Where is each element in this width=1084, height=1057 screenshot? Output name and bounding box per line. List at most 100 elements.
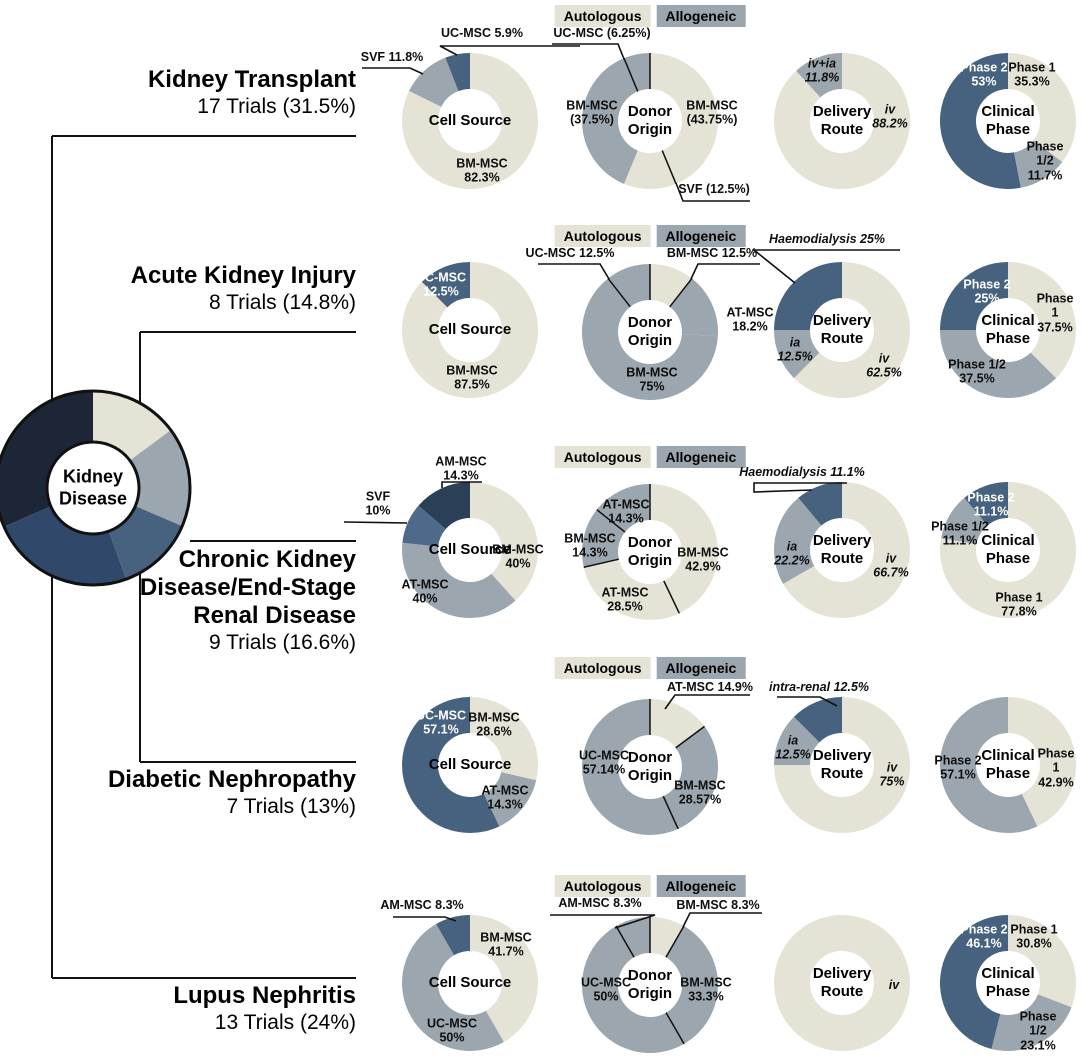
segment-divider-line — [663, 580, 681, 614]
donut-segment — [783, 482, 910, 619]
donut-center-label: Donor Origin — [627, 749, 673, 784]
donut-segment — [650, 264, 692, 307]
donut-center-label: Clinical Phase — [981, 965, 1035, 1000]
segment-label: AM-MSC 8.3% — [558, 895, 642, 910]
disease-trials: 9 Trials (16.6%) — [208, 631, 356, 654]
segment-label: Phase 1/2 11.1% — [931, 519, 989, 548]
segment-divider-line — [665, 1012, 685, 1045]
donut-center-label: Clinical Phase — [981, 747, 1035, 782]
callout-leader-line — [538, 263, 610, 280]
donut-segment — [669, 278, 718, 337]
donut-segment — [616, 917, 650, 958]
segment-label: iv 88.2% — [872, 102, 908, 131]
segment-label: Phase 1 42.9% — [1037, 746, 1075, 790]
segment-label: BM-MSC 28.6% — [468, 710, 520, 739]
row-header-acute-kidney-injury: Acute Kidney Injury 8 Trials (14.8%) — [0, 262, 356, 316]
donut-segment — [582, 278, 718, 400]
donut-center-label: Cell Source — [428, 974, 512, 991]
segment-label: AT-MSC 14.9% — [667, 679, 753, 694]
callout-leader-line — [664, 694, 750, 710]
donut-segment — [663, 726, 719, 829]
donut-segment — [774, 330, 820, 379]
segment-label: ia 22.2% — [774, 539, 810, 568]
segment-label: BM-MSC 28.57% — [674, 778, 726, 807]
legend-allogeneic: Allogeneic — [656, 225, 746, 247]
main-donut-hole — [45, 440, 141, 536]
disease-trials: 8 Trials (14.8%) — [208, 291, 356, 314]
segment-label: Phase 1 77.8% — [995, 590, 1043, 619]
donut-segment — [623, 150, 677, 189]
donut-segment — [941, 497, 988, 545]
donut-segment — [774, 915, 910, 1051]
segment-label: ia 12.5% — [777, 335, 813, 364]
segment-divider-line — [583, 558, 619, 568]
donut-segment — [1013, 140, 1063, 188]
segment-label: AM-MSC 14.3% — [435, 454, 487, 483]
row-header-chronic-kidney-disease: Chronic Kidney Disease/End-Stage Renal D… — [0, 546, 356, 656]
legend-allogeneic: Allogeneic — [656, 5, 746, 27]
donut-center-label: Delivery Route — [812, 312, 872, 347]
segment-label: BM-MSC (43.75%) — [686, 98, 738, 127]
segment-label: Phase 1 37.5% — [1036, 291, 1074, 335]
segment-label: BM-MSC 87.5% — [446, 363, 498, 392]
segment-divider-line — [615, 925, 635, 958]
segment-label: UC-MSC 12.5% — [416, 270, 466, 299]
segment-label: SVF 10% — [365, 489, 391, 518]
segment-label: AM-MSC 8.3% — [380, 897, 464, 912]
legend-autologous: Autologous — [554, 875, 651, 897]
segment-label: Haemodialysis 25% — [768, 231, 886, 246]
donor-origin-legend: Autologous Allogeneic — [554, 446, 746, 468]
segment-label: BM-MSC 75% — [626, 365, 678, 394]
donut-segment — [964, 482, 1008, 526]
callout-leader-line — [690, 263, 760, 280]
donut-center-label: Donor Origin — [627, 534, 673, 569]
donut-center-label: Delivery Route — [812, 532, 872, 567]
donut-segment — [1008, 262, 1076, 379]
donut-segment — [421, 262, 470, 308]
segment-label: UC-MSC (6.25%) — [553, 25, 651, 40]
donut-segment — [940, 262, 1008, 330]
segment-label: iv — [888, 977, 900, 992]
donut-center-label: Cell Source — [428, 321, 512, 338]
callout-leader-line — [777, 696, 838, 707]
donut-segment — [650, 917, 684, 958]
donor-origin-legend: Autologous Allogeneic — [554, 875, 746, 897]
donut-segment — [582, 58, 638, 184]
segment-label: iv 62.5% — [866, 351, 902, 380]
segment-label: UC-MSC 50% — [581, 975, 631, 1004]
segment-label: BM-MSC (37.5%) — [566, 98, 618, 127]
callout-leader-line — [362, 67, 424, 75]
segment-label: Phase 1 35.3% — [1008, 60, 1056, 89]
segment-divider-line — [596, 509, 626, 533]
donut-segment — [650, 484, 718, 614]
donut-segment — [483, 772, 537, 827]
segment-label: BM-MSC 82.3% — [456, 156, 508, 185]
donut-segment — [581, 926, 685, 1054]
donut-segment — [402, 697, 500, 833]
callout-leader-line — [550, 914, 656, 929]
segment-label: AT-MSC 40% — [401, 577, 449, 606]
segment-label: BM-MSC 12.5% — [666, 245, 758, 260]
segment-label: AT-MSC 14.3% — [602, 497, 650, 526]
donut-segment — [774, 262, 842, 330]
donut-segment — [470, 482, 538, 601]
donut-segment — [418, 482, 470, 530]
callout-leader-line — [343, 521, 408, 524]
donut-segment — [436, 914, 470, 956]
callout-leader-line — [675, 182, 750, 202]
donut-segment — [129, 430, 190, 527]
segment-label: Haemodialysis 11.1% — [739, 464, 865, 479]
segment-label: Phase 1 30.8% — [1010, 922, 1058, 951]
donut-segment — [1008, 53, 1076, 162]
segment-label: ia 12.5% — [775, 733, 811, 762]
segment-label: Phase 2 46.1% — [960, 922, 1008, 951]
disease-title: Kidney Transplant — [147, 66, 356, 93]
segment-label: BM-MSC 42.9% — [677, 545, 729, 574]
segment-label: SVF (12.5%) — [678, 181, 750, 196]
segment-label: Phase 1/2 37.5% — [948, 357, 1006, 386]
donut-segment — [582, 699, 679, 835]
legend-autologous: Autologous — [554, 5, 651, 27]
segment-label: intra-renal 12.5% — [768, 679, 870, 694]
donut-segment — [650, 53, 718, 184]
